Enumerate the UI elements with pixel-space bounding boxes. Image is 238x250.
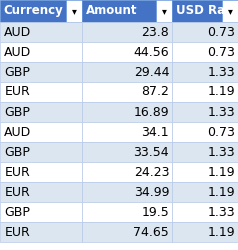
Text: EUR: EUR — [4, 86, 30, 98]
Bar — [0, 22, 82, 42]
Text: ▾: ▾ — [72, 6, 76, 16]
Text: AUD: AUD — [4, 46, 31, 59]
Text: USD Rate: USD Rate — [176, 4, 238, 18]
Text: 1.33: 1.33 — [208, 66, 235, 78]
Text: ▾: ▾ — [228, 6, 233, 16]
Text: GBP: GBP — [4, 66, 30, 78]
Text: Amount: Amount — [86, 4, 137, 18]
Text: 74.65: 74.65 — [133, 226, 169, 238]
Text: 1.19: 1.19 — [208, 166, 235, 178]
Text: 0.73: 0.73 — [207, 26, 235, 38]
Text: 0.73: 0.73 — [207, 126, 235, 138]
Bar — [172, 142, 238, 162]
Text: 1.33: 1.33 — [208, 206, 235, 218]
Bar — [66, 0, 82, 22]
Bar — [82, 82, 172, 102]
Bar — [172, 82, 238, 102]
Bar — [0, 82, 82, 102]
Bar — [222, 0, 238, 22]
Bar — [82, 142, 172, 162]
Bar — [0, 102, 82, 122]
Bar — [156, 0, 172, 22]
Text: 29.44: 29.44 — [134, 66, 169, 78]
Text: EUR: EUR — [4, 166, 30, 178]
Bar — [82, 182, 172, 202]
Bar — [82, 102, 172, 122]
Bar — [172, 22, 238, 42]
Text: 44.56: 44.56 — [134, 46, 169, 59]
Bar — [172, 162, 238, 182]
Bar — [172, 102, 238, 122]
Bar — [0, 142, 82, 162]
Text: 33.54: 33.54 — [134, 146, 169, 158]
Text: GBP: GBP — [4, 146, 30, 158]
Text: 1.19: 1.19 — [208, 86, 235, 98]
Text: 23.8: 23.8 — [141, 26, 169, 38]
Bar — [172, 202, 238, 222]
Text: 87.2: 87.2 — [141, 86, 169, 98]
Text: EUR: EUR — [4, 186, 30, 198]
Bar — [172, 62, 238, 82]
Bar — [82, 222, 172, 242]
Text: EUR: EUR — [4, 226, 30, 238]
Bar — [0, 62, 82, 82]
Text: AUD: AUD — [4, 26, 31, 38]
Text: GBP: GBP — [4, 106, 30, 118]
Text: GBP: GBP — [4, 206, 30, 218]
Bar — [172, 0, 222, 22]
Text: 34.1: 34.1 — [142, 126, 169, 138]
Text: 0.73: 0.73 — [207, 46, 235, 59]
Bar — [82, 202, 172, 222]
Bar — [0, 42, 82, 62]
Bar — [172, 122, 238, 142]
Bar — [0, 202, 82, 222]
Bar — [0, 182, 82, 202]
Text: 1.33: 1.33 — [208, 146, 235, 158]
Bar — [0, 0, 66, 22]
Bar — [82, 0, 156, 22]
Bar — [0, 222, 82, 242]
Bar — [82, 162, 172, 182]
Bar — [82, 122, 172, 142]
Text: 1.19: 1.19 — [208, 226, 235, 238]
Bar — [0, 162, 82, 182]
Text: 34.99: 34.99 — [134, 186, 169, 198]
Text: 24.23: 24.23 — [134, 166, 169, 178]
Bar — [82, 62, 172, 82]
Text: 1.33: 1.33 — [208, 106, 235, 118]
Bar — [82, 42, 172, 62]
Bar — [172, 42, 238, 62]
Text: Currency: Currency — [4, 4, 63, 18]
Bar — [82, 22, 172, 42]
Text: ▾: ▾ — [162, 6, 166, 16]
Bar — [172, 182, 238, 202]
Text: 16.89: 16.89 — [134, 106, 169, 118]
Bar — [0, 122, 82, 142]
Bar — [172, 222, 238, 242]
Text: 1.19: 1.19 — [208, 186, 235, 198]
Text: AUD: AUD — [4, 126, 31, 138]
Text: 19.5: 19.5 — [141, 206, 169, 218]
